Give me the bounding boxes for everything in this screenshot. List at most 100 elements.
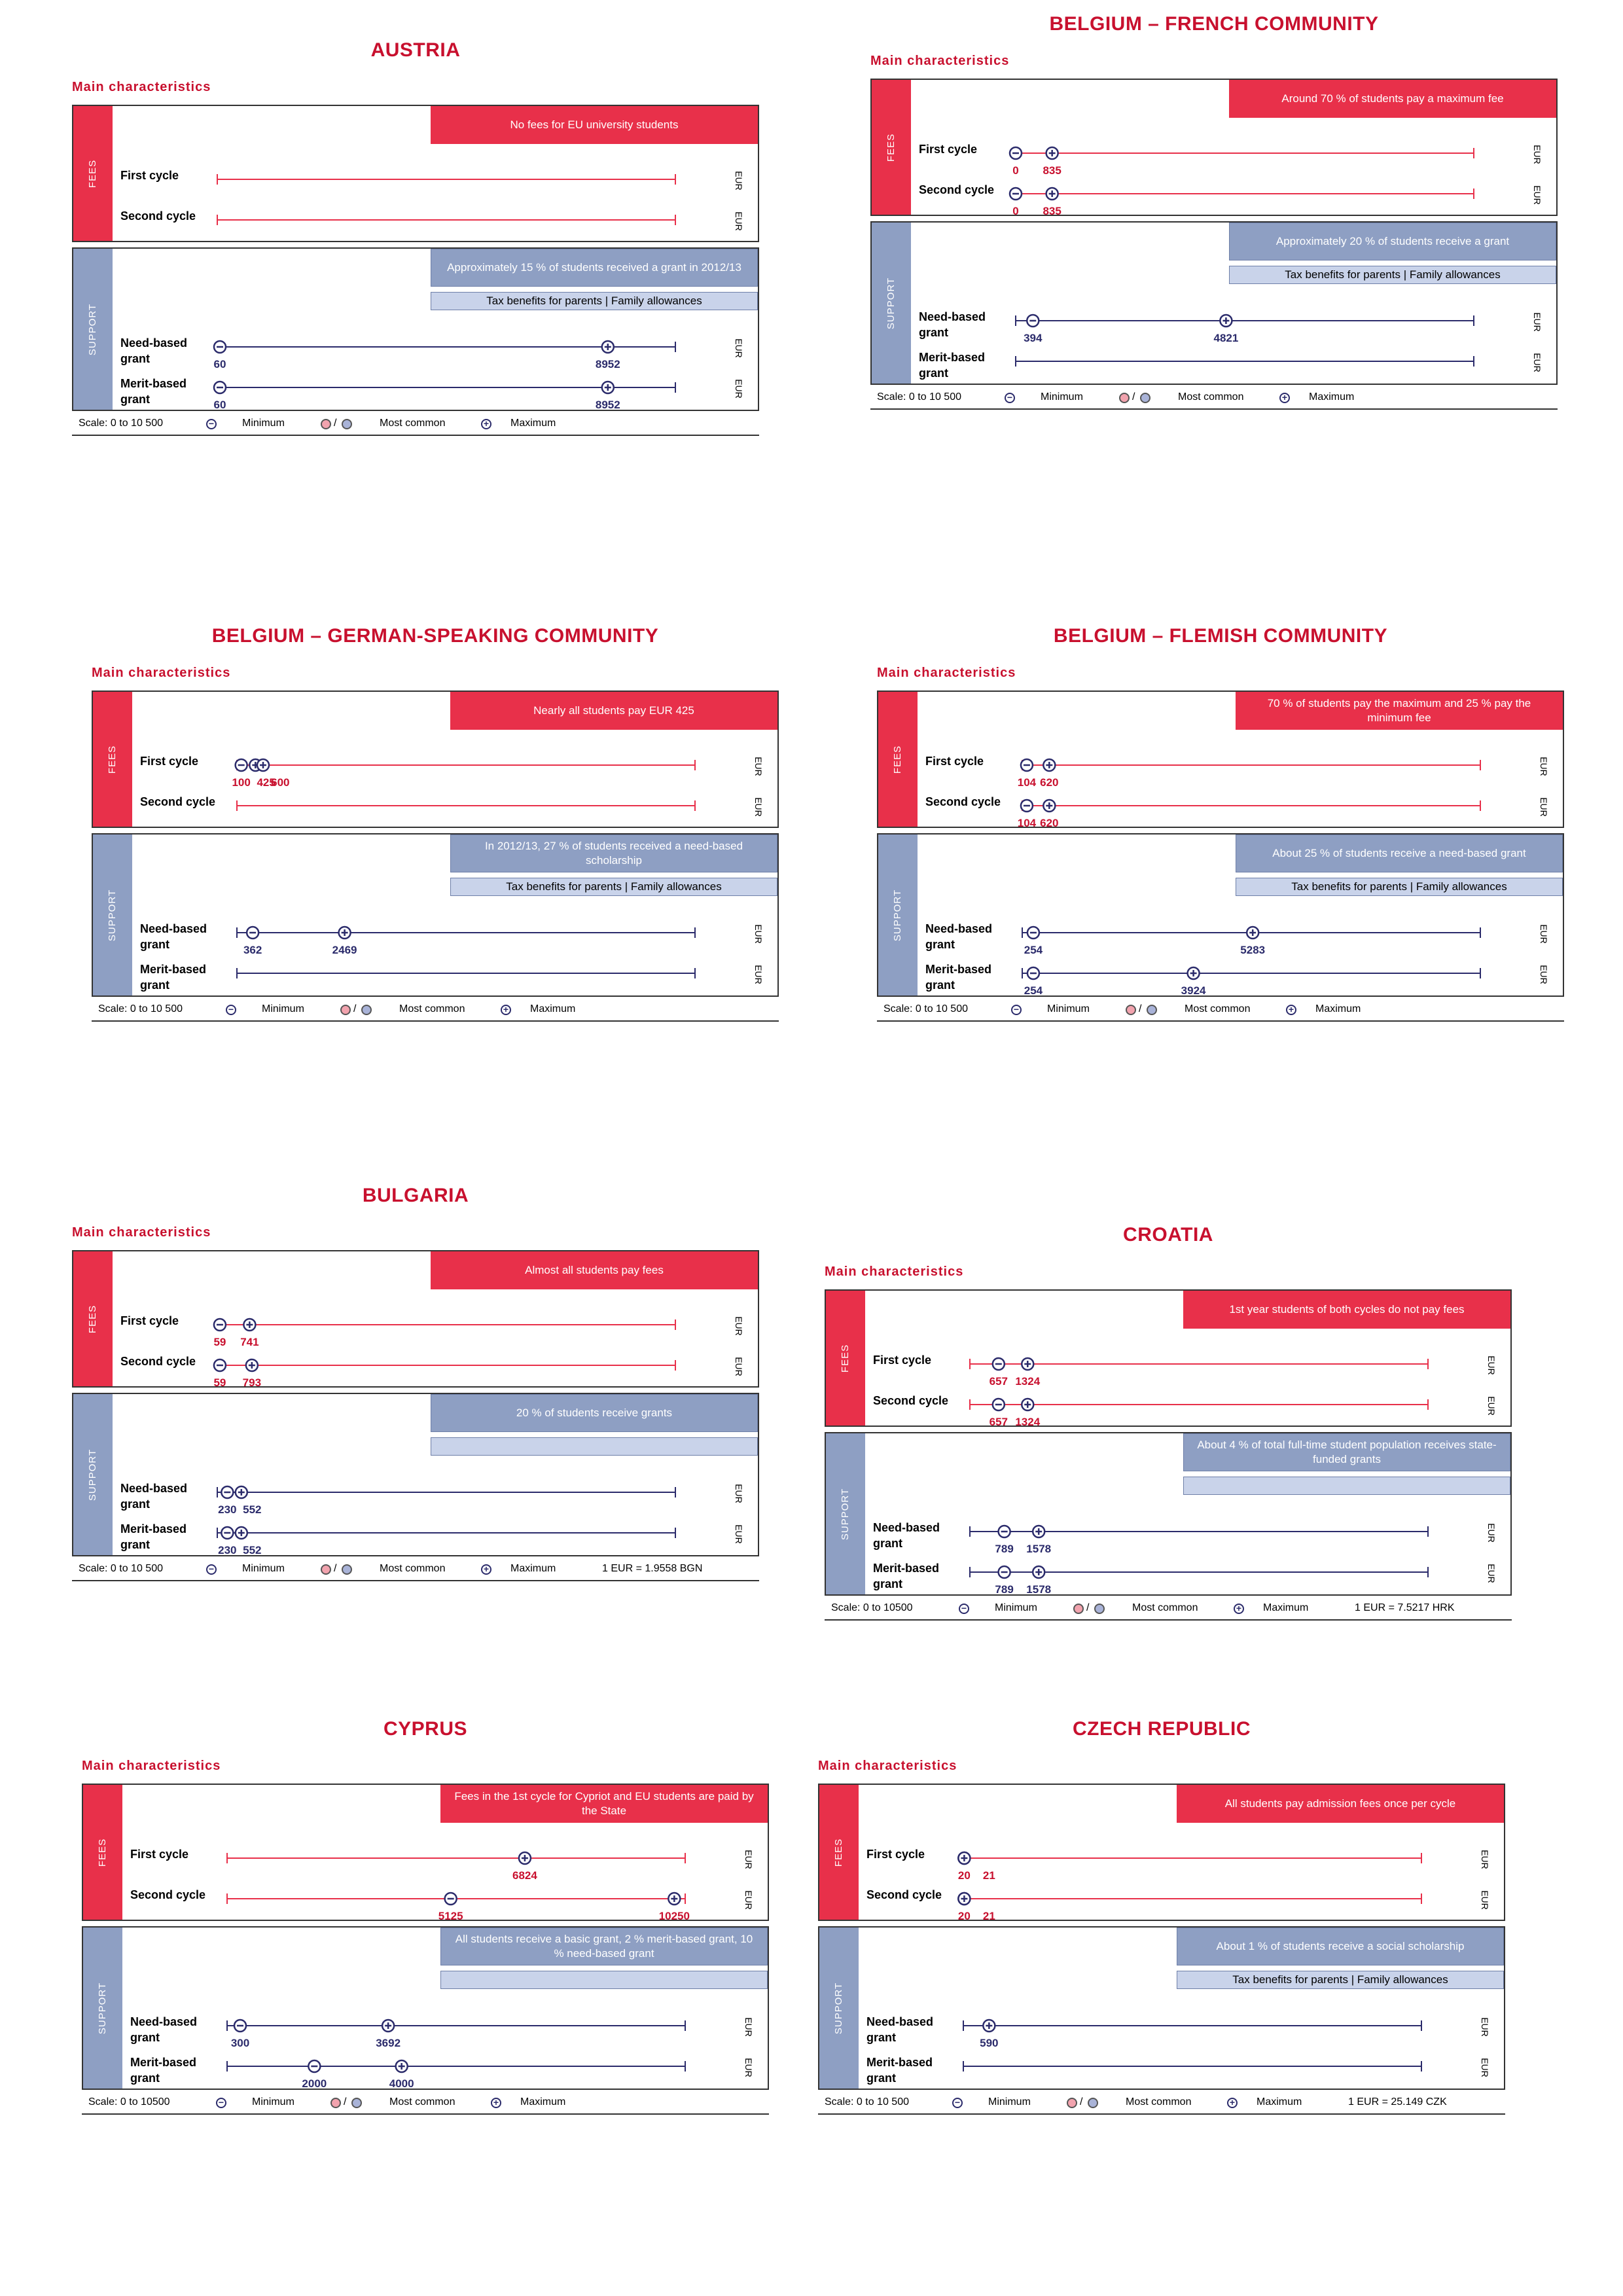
max-value-label: 5283 (1240, 944, 1265, 956)
min-value-label: 254 (1024, 944, 1043, 956)
support-side-label: SUPPORT (83, 1928, 122, 2089)
minimum-icon: − (952, 2098, 963, 2108)
most-common-grant-dot (342, 419, 352, 429)
exchange-rate: 1 EUR = 1.9558 BGN (602, 1563, 703, 1574)
range-track-need: 789 1578 (969, 1524, 1429, 1555)
minimum-icon: − (216, 2098, 226, 2108)
scale-text: Scale: 0 to 10500 (88, 2096, 170, 2108)
need-based-grant-label: Need-based grant (866, 2015, 934, 2044)
min-value-label: 104 (1018, 776, 1037, 789)
merit-based-grant-label: Merit-based grant (120, 1522, 187, 1551)
range-track-need: 230 552 (217, 1485, 676, 1516)
max-value-label: 600 (271, 776, 289, 789)
max-value-label: 4821 (1213, 332, 1238, 344)
fees-banner: Around 70 % of students pay a maximum fe… (1229, 80, 1556, 118)
legend-most-common: Most common (1132, 1602, 1198, 1613)
range-track-need: 362 2469 (236, 925, 696, 956)
country-panel: BELGIUM – FRENCH COMMUNITY Main character… (870, 13, 1558, 412)
range-track-first: 6824 (226, 1851, 686, 1882)
range-track-need: 254 5283 (1022, 925, 1481, 956)
max-value-label: 1324 (1015, 1416, 1040, 1428)
max-value-label: 3692 (376, 2037, 401, 2049)
first-cycle-label: First cycle (866, 1848, 925, 1861)
fees-banner: 70 % of students pay the maximum and 25 … (1236, 692, 1563, 730)
max-value-label: 741 (240, 1336, 259, 1348)
most-common-fee-dot (1126, 1005, 1136, 1015)
need-based-grant-label: Need-based grant (130, 2015, 198, 2044)
range-track-merit (236, 968, 696, 978)
support-box: SUPPORT In 2012/13, 27 % of students rece… (92, 833, 779, 997)
fees-banner: Almost all students pay fees (431, 1251, 758, 1289)
legend-most-common: Most common (380, 1563, 446, 1574)
legend-most-common: Most common (1178, 391, 1244, 403)
merit-based-grant-label: Merit-based grant (140, 963, 207, 992)
exchange-rate: 1 EUR = 7.5217 HRK (1355, 1602, 1455, 1613)
legend-minimum: Minimum (988, 2096, 1031, 2108)
support-box: SUPPORT 20 % of students receive grants Ne… (72, 1393, 759, 1556)
min-value-label: 394 (1024, 332, 1043, 344)
legend: Scale: 0 to 10 500 − Minimum / Most common + M… (72, 1560, 759, 1581)
most-common-grant-dot (1147, 1005, 1157, 1015)
legend-most-common: Most common (380, 418, 446, 429)
need-based-grant-label: Need-based grant (120, 336, 188, 365)
merit-based-grant-label: Merit-based grant (919, 351, 986, 380)
range-track-second: 657 1324 (969, 1397, 1429, 1428)
min-value-label: 657 (990, 1416, 1008, 1428)
most-common-grant-dot (1088, 2098, 1098, 2108)
max-value-label: 835 (1043, 205, 1061, 217)
range-track-second (236, 800, 696, 811)
fees-side-label: FEES (73, 1251, 113, 1386)
common-value-label: 425 (257, 776, 275, 789)
section-heading: Main characteristics (72, 80, 211, 94)
need-based-grant-label: Need-based grant (140, 922, 207, 951)
merit-based-grant-label: Merit-based grant (866, 2056, 933, 2085)
support-banner: All students receive a basic grant, 2 % … (440, 1928, 768, 1965)
support-side-label: SUPPORT (878, 834, 918, 996)
minimum-icon: − (1011, 1005, 1022, 1015)
support-banner: Approximately 15 % of students received … (431, 249, 758, 287)
most-common-grant-dot (351, 2098, 362, 2108)
second-cycle-label: Second cycle (925, 795, 1001, 808)
need-based-grant-label: Need-based grant (120, 1482, 188, 1511)
most-common-fee-dot (321, 1564, 331, 1575)
legend: Scale: 0 to 10500 − Minimum / Most common + Ma… (82, 2094, 769, 2115)
range-track-first: 657 1324 (969, 1357, 1429, 1388)
min-value-label: 230 (218, 1544, 236, 1556)
range-track-second: 20 21 (957, 1892, 1422, 1922)
legend-maximum: Maximum (1263, 1602, 1309, 1613)
merit-based-grant-label: Merit-based grant (873, 1562, 940, 1590)
support-banner: Approximately 20 % of students receive a… (1229, 223, 1556, 260)
minimum-icon: − (206, 1564, 217, 1575)
support-box: SUPPORT All students receive a basic gran… (82, 1926, 769, 2090)
range-track-merit: 60 8952 (213, 380, 676, 411)
range-track-first: 0 835 (1008, 146, 1474, 177)
fees-side-label: FEES (826, 1291, 865, 1426)
max-value-label: 552 (243, 1503, 261, 1516)
legend-most-common: Most common (399, 1003, 465, 1014)
legend-slash: / (353, 1003, 357, 1014)
range-track-merit: 2000 4000 (226, 2059, 686, 2090)
legend-maximum: Maximum (520, 2096, 566, 2108)
chart-title: CYPRUS (383, 1718, 468, 1740)
minimum-icon: − (959, 1604, 969, 1614)
second-cycle-label: Second cycle (873, 1394, 949, 1407)
fees-box: FEES Fees in the 1st cycle for Cypriot an… (82, 1784, 769, 1922)
most-common-fee-dot (330, 2098, 341, 2108)
second-cycle-label: Second cycle (919, 183, 995, 196)
need-based-grant-label: Need-based grant (873, 1521, 940, 1550)
range-track-second: 59 793 (213, 1358, 676, 1389)
range-track-need: 394 4821 (1015, 314, 1474, 344)
scale-text: Scale: 0 to 10 500 (79, 418, 163, 429)
maximum-icon: + (1279, 393, 1290, 403)
legend-minimum: Minimum (252, 2096, 294, 2108)
legend-slash: / (1132, 391, 1135, 403)
min-value-label: 254 (1024, 984, 1043, 997)
support-box: SUPPORT Approximately 15 % of students re… (72, 247, 759, 411)
min-value-label: 59 (213, 1376, 226, 1389)
max-value-label: 10250 (659, 1910, 690, 1922)
range-track-second: 5125 10250 (226, 1892, 690, 1922)
most-common-fee-dot (1073, 1604, 1084, 1614)
support-banner-secondary: Tax benefits for parents | Family allowa… (1229, 266, 1556, 284)
minimum-icon: − (1005, 393, 1015, 403)
